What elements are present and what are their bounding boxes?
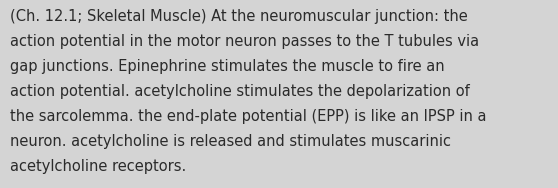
Text: the sarcolemma. the end-plate potential (EPP) is like an IPSP in a: the sarcolemma. the end-plate potential … (10, 109, 487, 124)
Text: gap junctions. Epinephrine stimulates the muscle to fire an: gap junctions. Epinephrine stimulates th… (10, 59, 445, 74)
Text: action potential. acetylcholine stimulates the depolarization of: action potential. acetylcholine stimulat… (10, 84, 470, 99)
Text: neuron. acetylcholine is released and stimulates muscarinic: neuron. acetylcholine is released and st… (10, 134, 451, 149)
Text: (Ch. 12.1; Skeletal Muscle) At the neuromuscular junction: the: (Ch. 12.1; Skeletal Muscle) At the neuro… (10, 9, 468, 24)
Text: action potential in the motor neuron passes to the T tubules via: action potential in the motor neuron pas… (10, 34, 479, 49)
Text: acetylcholine receptors.: acetylcholine receptors. (10, 159, 186, 174)
